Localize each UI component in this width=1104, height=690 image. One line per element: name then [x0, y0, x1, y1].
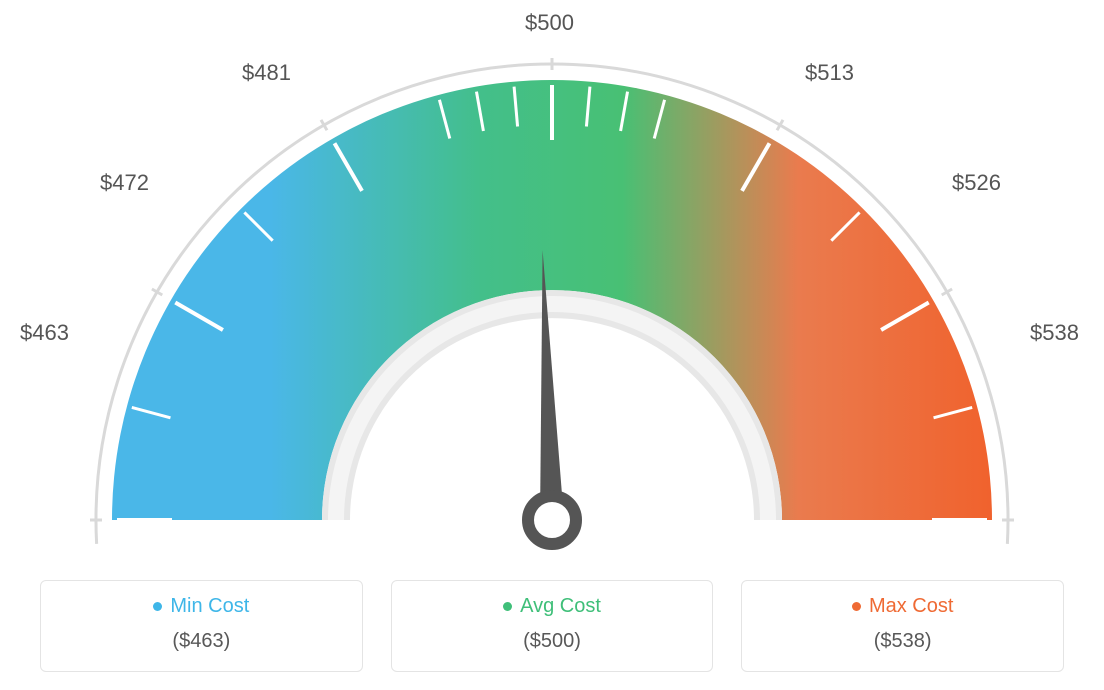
gauge-svg [0, 0, 1104, 580]
legend-row: Min Cost ($463) Avg Cost ($500) Max Cost… [40, 580, 1064, 672]
cost-gauge-chart: $463 $472 $481 $500 $513 $526 $538 Min Cost ($… [0, 0, 1104, 690]
legend-value-min: ($463) [51, 630, 352, 653]
legend-title-max: Max Cost [852, 595, 953, 618]
gauge-tick-label: $526 [952, 170, 1001, 196]
gauge-area [0, 0, 1104, 580]
legend-title-avg: Avg Cost [503, 595, 601, 618]
gauge-tick-label: $513 [805, 60, 854, 86]
legend-label-min: Min Cost [170, 595, 249, 618]
legend-value-avg: ($500) [402, 630, 703, 653]
legend-value-max: ($538) [752, 630, 1053, 653]
legend-dot-min [153, 602, 162, 611]
legend-title-min: Min Cost [153, 595, 249, 618]
gauge-tick-label: $538 [1030, 320, 1079, 346]
legend-dot-max [852, 602, 861, 611]
gauge-tick-label: $500 [525, 10, 574, 36]
legend-label-max: Max Cost [869, 595, 953, 618]
gauge-tick-label: $463 [20, 320, 69, 346]
gauge-tick-label: $472 [100, 170, 149, 196]
legend-card-min: Min Cost ($463) [40, 580, 363, 672]
legend-card-max: Max Cost ($538) [741, 580, 1064, 672]
legend-dot-avg [503, 602, 512, 611]
gauge-tick-label: $481 [242, 60, 291, 86]
legend-card-avg: Avg Cost ($500) [391, 580, 714, 672]
legend-label-avg: Avg Cost [520, 595, 601, 618]
